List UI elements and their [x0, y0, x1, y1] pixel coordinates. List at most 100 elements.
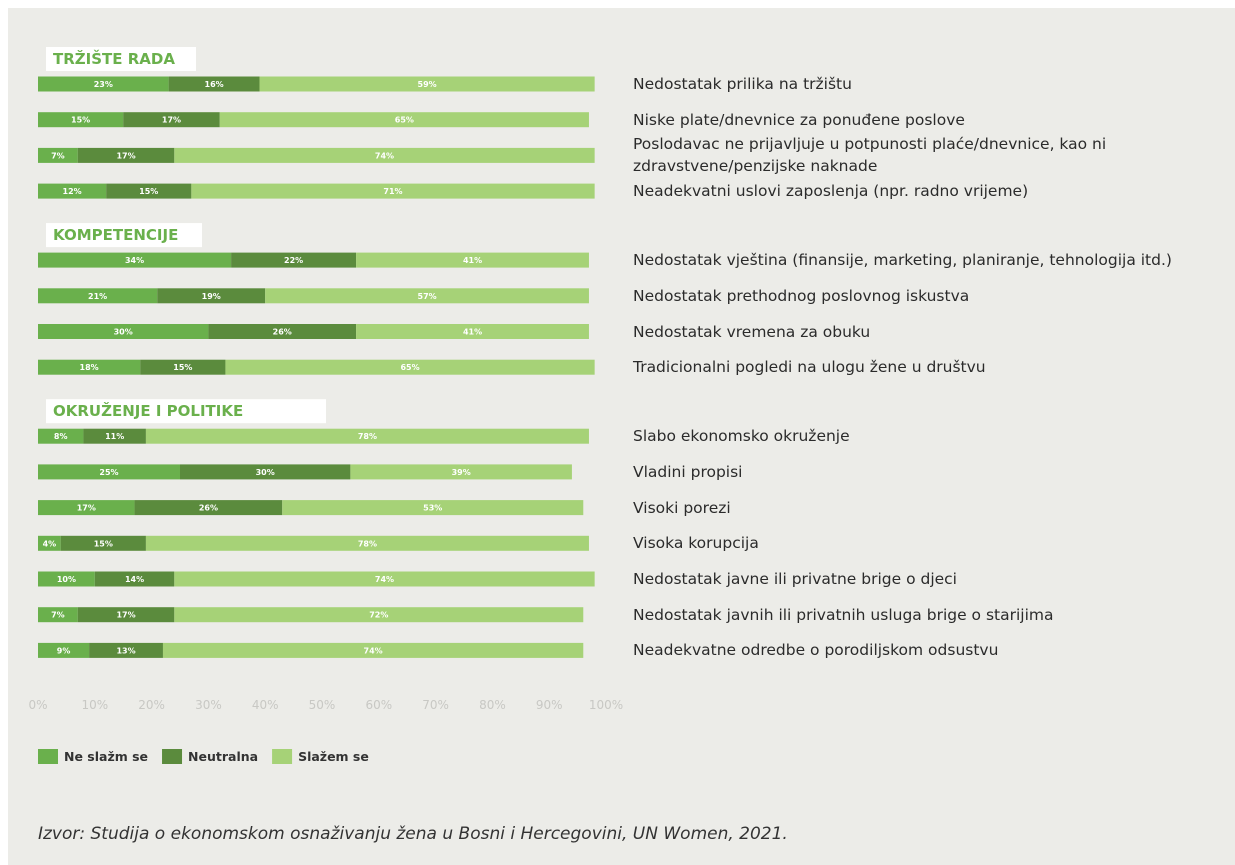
value-label: 78%	[358, 432, 377, 441]
bar-segment	[140, 359, 226, 375]
group-header-bg	[46, 47, 196, 71]
x-tick-label: 70%	[422, 698, 449, 712]
bar-segment	[174, 571, 595, 587]
bar-segment	[259, 76, 595, 92]
category-label: Vladini propisi	[633, 462, 743, 481]
value-label: 12%	[63, 187, 82, 196]
value-label: 30%	[114, 328, 133, 337]
bar-segment	[38, 607, 78, 623]
bar-segment	[208, 324, 357, 339]
category-label: Niske plate/dnevnice za ponuđene poslove	[633, 110, 965, 129]
value-label: 30%	[256, 468, 275, 477]
value-label: 8%	[54, 432, 68, 441]
bar-segment	[38, 428, 84, 444]
bar-segment	[157, 288, 266, 304]
bar-segment	[77, 147, 175, 163]
group-header: KOMPETENCIJE	[53, 226, 178, 244]
bar-segment	[282, 500, 584, 516]
bar-segment	[134, 500, 283, 516]
bar-segment	[174, 607, 584, 623]
bar-segment	[225, 359, 595, 375]
source: Izvor: Studija o ekonomskom osnaživanju …	[38, 824, 788, 844]
value-label: 7%	[51, 151, 65, 160]
bar-segment	[168, 76, 260, 92]
bar-segment	[145, 535, 589, 551]
value-label: 57%	[418, 292, 437, 301]
value-label: 74%	[364, 646, 383, 655]
value-label: 16%	[205, 80, 224, 89]
value-label: 26%	[273, 328, 292, 337]
value-label: 17%	[162, 116, 181, 125]
category-label: Visoki porezi	[633, 498, 731, 517]
value-label: 25%	[99, 468, 118, 477]
category-label: Nedostatak javnih ili privatnih usluga b…	[633, 605, 1054, 624]
bar-segment	[123, 112, 220, 128]
bar-segment	[77, 607, 175, 623]
value-label: 15%	[139, 187, 158, 196]
value-label: 14%	[125, 575, 144, 584]
bar-segment	[38, 571, 95, 587]
legend-swatch	[38, 749, 58, 764]
category-label: Nedostatak prethodnog poslovnog iskustva	[633, 286, 970, 305]
bar-segment	[38, 183, 107, 199]
value-label: 41%	[463, 328, 482, 337]
value-label: 17%	[116, 151, 135, 160]
value-label: 22%	[284, 256, 303, 265]
bar-segment	[83, 428, 146, 444]
x-tick-label: 30%	[195, 698, 222, 712]
group-header-bg	[46, 223, 202, 248]
bar-segment	[94, 571, 175, 587]
value-label: 15%	[173, 363, 192, 372]
bar-segment	[38, 112, 124, 128]
x-tick-label: 80%	[479, 698, 506, 712]
value-label: 21%	[88, 292, 107, 301]
value-label: 23%	[94, 80, 113, 89]
bar-segment	[106, 183, 192, 199]
x-tick-label: 20%	[138, 698, 165, 712]
x-tick-label: 60%	[365, 698, 392, 712]
bar-segment	[38, 535, 61, 551]
bar-segment	[38, 324, 209, 339]
value-label: 65%	[400, 363, 419, 372]
x-tick-label: 100%	[589, 698, 623, 712]
value-label: 4%	[43, 539, 57, 548]
bar-segment	[38, 464, 180, 480]
value-label: 74%	[375, 575, 394, 584]
bar-segment	[356, 324, 589, 339]
bar-segment	[231, 252, 357, 268]
category-label: Nedostatak vremena za obuku	[633, 322, 871, 341]
bar-segment	[60, 535, 146, 551]
value-label: 72%	[369, 611, 388, 620]
legend-swatch	[162, 749, 183, 764]
bar-segment	[350, 464, 572, 480]
value-label: 53%	[423, 504, 442, 513]
value-label: 34%	[125, 256, 144, 265]
x-tick-label: 90%	[536, 698, 563, 712]
bar-segment	[38, 359, 141, 375]
legend-swatch	[272, 749, 293, 764]
value-label: 7%	[51, 611, 65, 620]
value-label: 10%	[57, 575, 76, 584]
bar-segment	[89, 642, 163, 658]
group-header-bg	[46, 399, 326, 424]
bar-segment	[38, 642, 90, 658]
value-label: 15%	[94, 539, 113, 548]
bar-segment	[38, 500, 135, 516]
category-label: Nedostatak javne ili privatne brige o dj…	[633, 570, 957, 588]
bar-segment	[145, 428, 589, 444]
category-label: Nedostatak prilika na tržištu	[633, 75, 852, 93]
legend-label: Slažem se	[298, 749, 369, 764]
category-label: Poslodavac ne prijavljuje u potpunosti p…	[633, 135, 1107, 176]
value-label: 71%	[383, 187, 402, 196]
bar-segment	[180, 464, 351, 480]
group-header: TRŽIŠTE RADA	[53, 49, 175, 68]
value-label: 17%	[116, 611, 135, 620]
bar-segment	[38, 252, 232, 268]
value-label: 18%	[80, 363, 99, 372]
x-tick-label: 40%	[252, 698, 279, 712]
category-label: Visoka korupcija	[633, 534, 759, 553]
value-label: 17%	[77, 504, 96, 513]
bar-segment	[265, 288, 589, 304]
bar-segment	[38, 288, 158, 304]
